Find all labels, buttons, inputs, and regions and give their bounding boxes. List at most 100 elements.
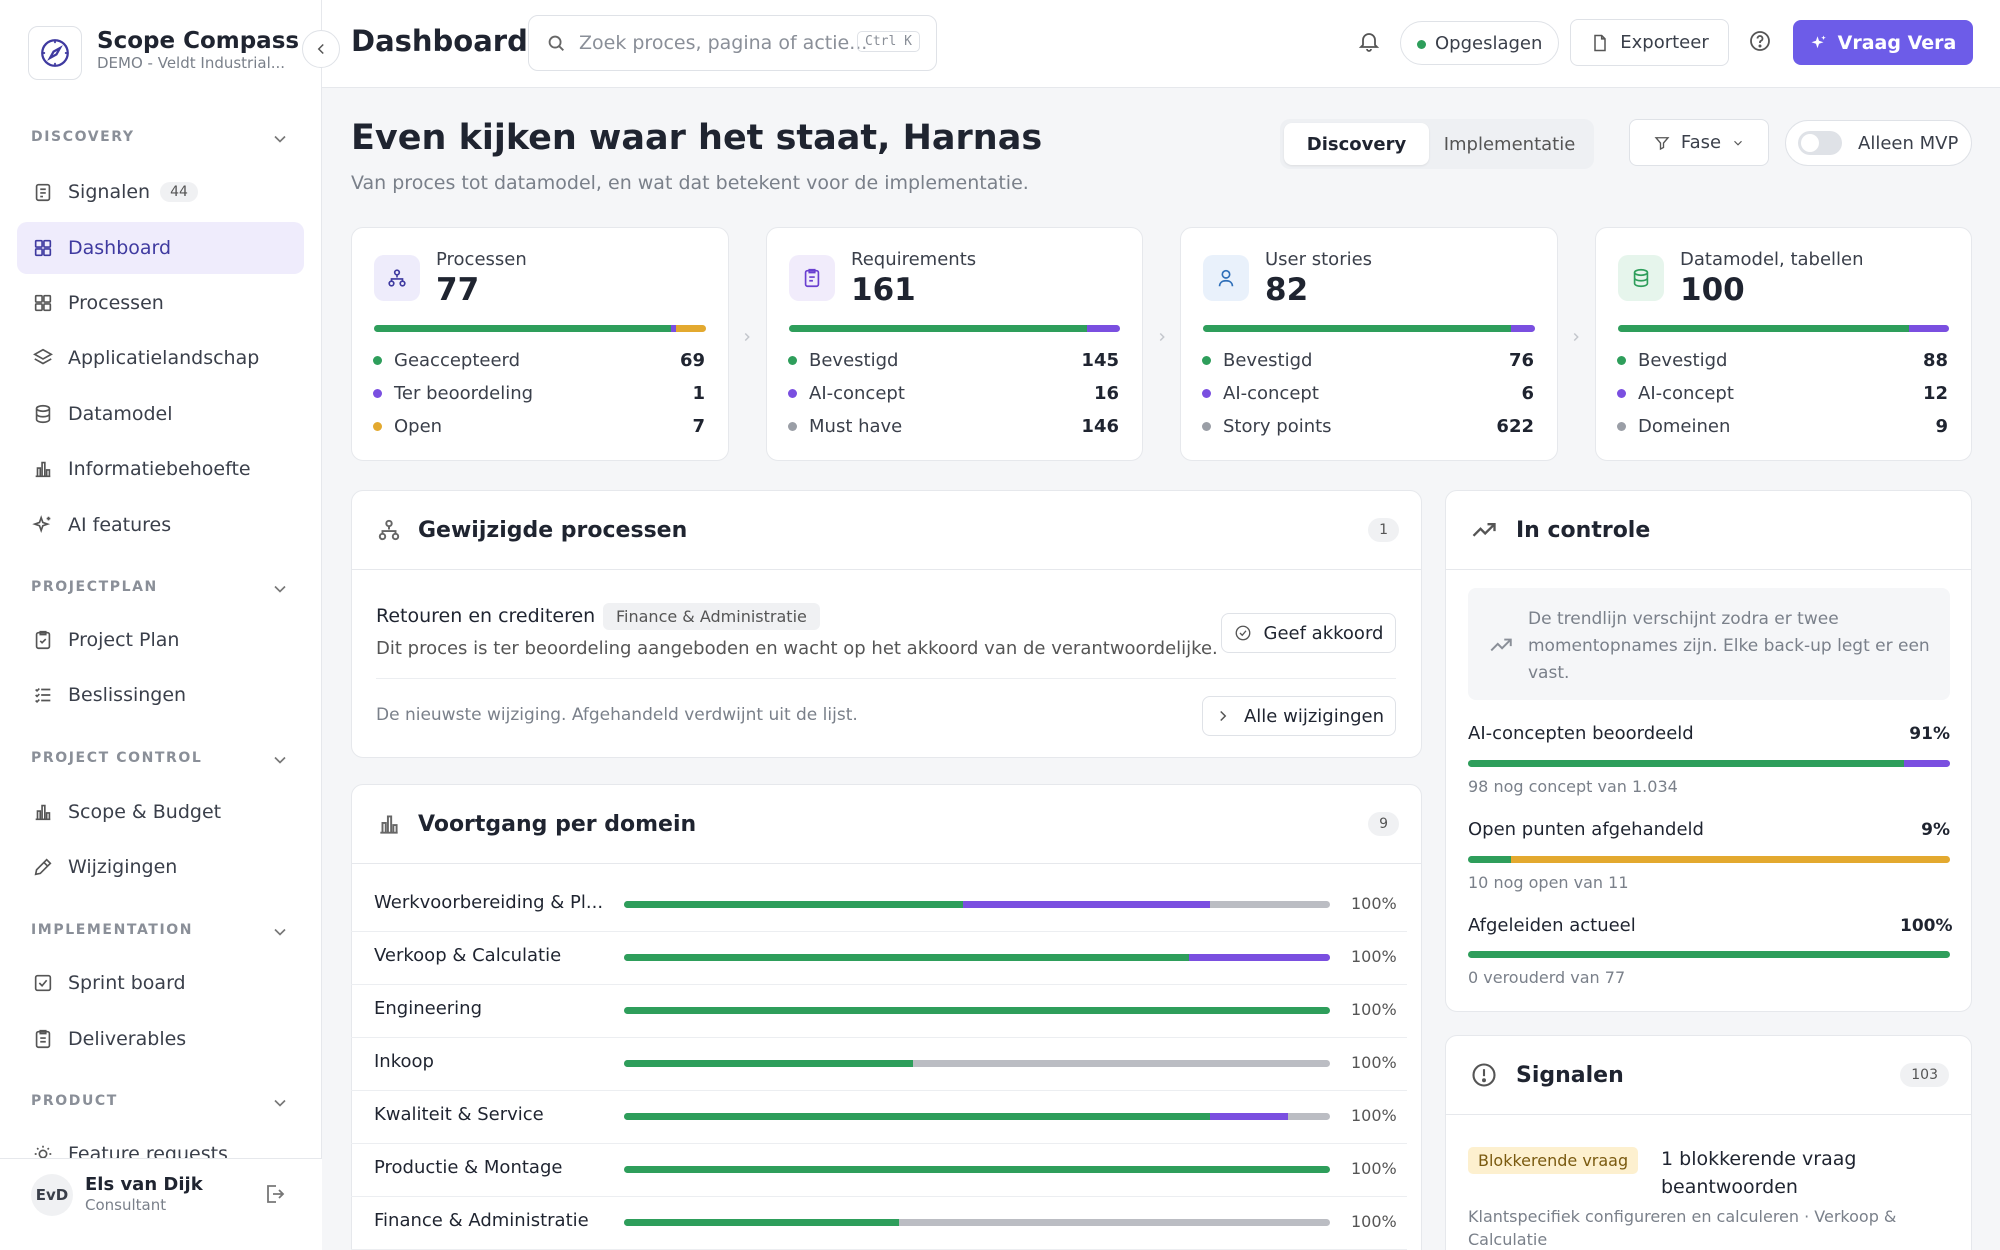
logout-icon[interactable] [262, 1182, 286, 1206]
sidebar-item-beslissingen[interactable]: Beslissingen [17, 669, 304, 721]
sidebar-item-label: Wijzigingen [68, 856, 178, 878]
metric-percentage: 100% [1900, 916, 1953, 936]
legend-dot [1617, 355, 1626, 365]
bell-icon[interactable] [1357, 29, 1381, 53]
sidebar-item-label: Processen [68, 292, 164, 314]
sidebar-item-wijzigingen[interactable]: Wijzigingen [17, 841, 304, 893]
domain-row[interactable]: Finance & Administratie 100% [351, 1197, 1407, 1250]
section-projectplan[interactable]: PROJECTPLAN [31, 579, 158, 595]
ask-vera-button[interactable]: Vraag Vera [1793, 20, 1973, 65]
stat-row: AI-concept 6 [1202, 380, 1534, 406]
sidebar-item-processen[interactable]: Processen [17, 277, 304, 329]
sidebar-item-label: Sprint board [68, 972, 186, 994]
check-circle-icon [1235, 625, 1250, 641]
metric-label: Open punten afgehandeld [1468, 819, 1704, 840]
bar-chart-icon [35, 461, 51, 478]
approve-button[interactable]: Geef akkoord [1221, 613, 1396, 653]
stat-row: Ter beoordeling 1 [373, 380, 705, 406]
legend-dot [788, 355, 797, 365]
mvp-toggle[interactable]: Alleen MVP [1785, 120, 1972, 166]
sidebar-item-sprint-board[interactable]: Sprint board [17, 957, 304, 1009]
search-input[interactable]: Zoek proces, pagina of actie... Ctrl K [528, 15, 937, 71]
database-icon [1633, 268, 1649, 288]
bar-segment-confirmed [624, 954, 1189, 961]
signal-title[interactable]: 1 blokkerende vraag beantwoorden [1661, 1148, 1857, 1198]
stat-row: Bevestigd 76 [1202, 347, 1534, 373]
legend-dot [1617, 388, 1626, 398]
workspace-name[interactable]: DEMO - Veldt Industrial... [97, 54, 286, 72]
legend-dot [373, 388, 382, 398]
bar-segment [374, 325, 672, 332]
section-product[interactable]: PRODUCT [31, 1093, 118, 1109]
legend-dot [788, 421, 797, 431]
app-logo[interactable] [28, 26, 82, 80]
stat-card-requirements[interactable]: Requirements 161 [766, 227, 1143, 461]
stat-icon-box [374, 255, 420, 301]
all-changes-button[interactable]: Alle wijzigingen [1202, 696, 1396, 736]
stat-progress-bar [789, 325, 1120, 332]
sidebar-item-informatiebehoefte[interactable]: Informatiebehoefte [17, 443, 304, 495]
count-badge: 1 [1368, 518, 1399, 542]
chevron-down-icon[interactable] [270, 922, 290, 942]
tab-discovery[interactable]: Discovery [1284, 123, 1429, 165]
stat-label: Requirements [851, 249, 977, 270]
section-discovery[interactable]: DISCOVERY [31, 129, 135, 145]
domain-row[interactable]: Kwaliteit & Service 100% [351, 1091, 1407, 1144]
export-label: Exporteer [1620, 32, 1709, 53]
metric-progress-bar [1468, 856, 1950, 863]
ask-vera-label: Vraag Vera [1837, 31, 1957, 54]
help-icon[interactable] [1748, 29, 1772, 53]
legend-dot [1202, 355, 1211, 365]
domain-row[interactable]: Verkoop & Calculatie 100% [351, 932, 1407, 985]
chevron-down-icon[interactable] [270, 1093, 290, 1113]
domain-row[interactable]: Productie & Montage 100% [351, 1144, 1407, 1197]
chevron-down-icon[interactable] [270, 750, 290, 770]
export-button[interactable]: Exporteer [1570, 19, 1729, 66]
metric-percentage: 9% [1921, 820, 1950, 840]
mvp-toggle-switch[interactable] [1798, 131, 1842, 155]
collapse-sidebar-button[interactable] [302, 30, 340, 68]
domain-row[interactable]: Werkvoorbereiding & Pl... 100% [351, 879, 1407, 932]
stat-card-datamodel[interactable]: Datamodel, tabellen 100 [1595, 227, 1972, 461]
trending-up-icon [1490, 638, 1512, 652]
section-project-control[interactable]: PROJECT CONTROL [31, 750, 203, 766]
stat-card-user-stories[interactable]: User stories 82 [1180, 227, 1558, 461]
metric-label: AI-concepten beoordeeld [1468, 723, 1694, 744]
changed-process-name[interactable]: Retouren en crediteren [376, 605, 596, 627]
stat-row-value: 12 [1922, 382, 1948, 404]
clipboard-icon [35, 183, 51, 202]
sidebar-item-project-plan[interactable]: Project Plan [17, 614, 304, 666]
sidebar-item-deliverables[interactable]: Deliverables [17, 1013, 304, 1065]
domain-row[interactable]: Inkoop 100% [351, 1038, 1407, 1091]
sidebar-item-scope-budget[interactable]: Scope & Budget [17, 786, 304, 838]
sidebar-item-label: Beslissingen [68, 684, 187, 706]
stat-row-value: 69 [679, 349, 705, 371]
stat-row: Open 7 [373, 413, 705, 439]
stat-row-value: 16 [1093, 382, 1119, 404]
section-implementation[interactable]: IMPLEMENTATION [31, 922, 194, 938]
fase-filter-button[interactable]: Fase [1629, 119, 1769, 166]
sidebar-item-datamodel[interactable]: Datamodel [17, 388, 304, 440]
card-header: Gewijzigde processen 1 [352, 491, 1421, 570]
avatar[interactable]: EvD [31, 1174, 73, 1216]
stat-progress-bar [374, 325, 706, 332]
domain-progress-bar [624, 954, 1330, 961]
stat-row-value: 6 [1521, 382, 1534, 404]
chevron-down-icon[interactable] [270, 129, 290, 149]
domain-name: Inkoop [374, 1051, 434, 1072]
chevron-down-icon[interactable] [270, 579, 290, 599]
domain-progress-bar [624, 901, 1330, 908]
bar-segment [1904, 760, 1950, 767]
sidebar-item-feature-requests[interactable]: Feature requests [17, 1129, 304, 1158]
sidebar-item-signalen[interactable]: Signalen 44 [17, 166, 304, 218]
stat-row-value: 76 [1508, 349, 1534, 371]
stat-card-processen[interactable]: Processen 77 [351, 227, 729, 461]
stat-row-label: Bevestigd [1223, 349, 1313, 371]
clipboard-icon [804, 268, 820, 288]
sidebar-item-applicatielandschap[interactable]: Applicatielandschap [17, 332, 304, 384]
sidebar-item-ai-features[interactable]: AI features [17, 499, 304, 551]
bar-segment-confirmed [624, 1219, 900, 1226]
tab-implementatie[interactable]: Implementatie [1443, 133, 1576, 155]
domain-row[interactable]: Engineering 100% [351, 985, 1407, 1038]
sidebar-item-dashboard[interactable]: Dashboard [17, 222, 304, 274]
